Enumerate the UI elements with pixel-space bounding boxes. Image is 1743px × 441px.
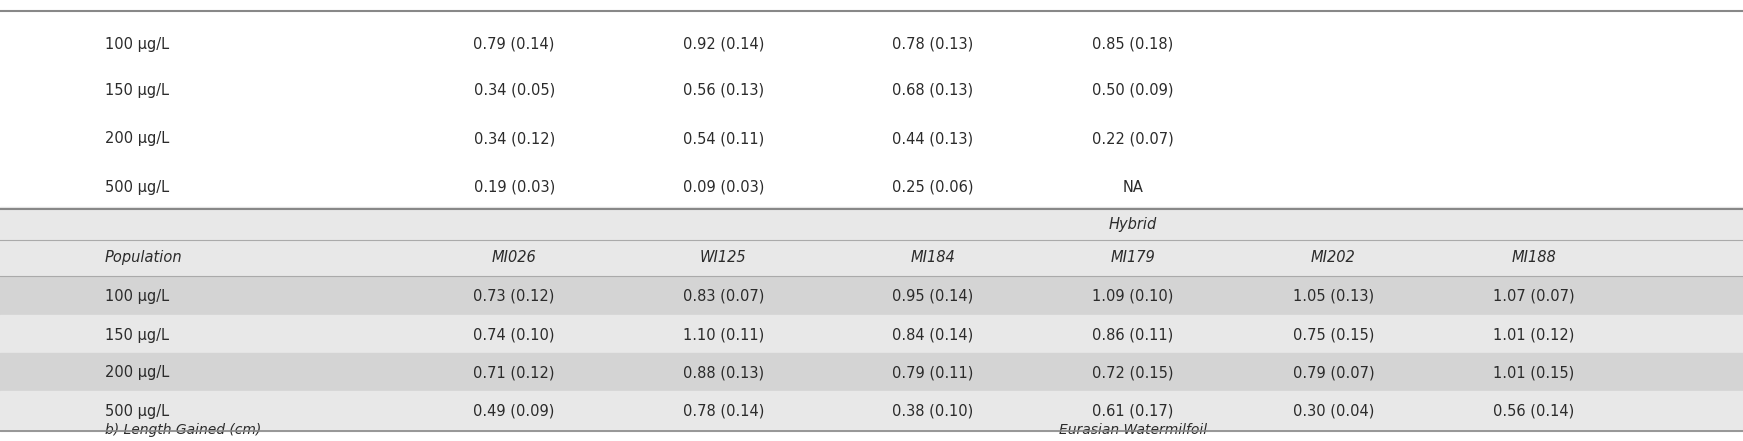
Text: 0.56 (0.13): 0.56 (0.13) (683, 83, 763, 98)
Text: 0.38 (0.10): 0.38 (0.10) (892, 404, 973, 419)
Text: 0.75 (0.15): 0.75 (0.15) (1293, 328, 1373, 343)
Text: 0.79 (0.11): 0.79 (0.11) (892, 365, 973, 380)
Text: 1.09 (0.10): 1.09 (0.10) (1093, 289, 1173, 304)
Text: Eurasian Watermilfoil: Eurasian Watermilfoil (1060, 422, 1206, 437)
Text: 200 μg/L: 200 μg/L (105, 365, 169, 380)
Bar (0, 240, 1743, 276)
Bar (0, 391, 1743, 431)
Text: 0.30 (0.04): 0.30 (0.04) (1293, 404, 1373, 419)
Text: 1.10 (0.11): 1.10 (0.11) (683, 328, 763, 343)
Text: 0.79 (0.07): 0.79 (0.07) (1293, 365, 1373, 380)
Text: MI184: MI184 (910, 250, 955, 265)
Text: 0.25 (0.06): 0.25 (0.06) (892, 180, 973, 195)
Text: MI179: MI179 (1110, 250, 1156, 265)
Text: 0.56 (0.14): 0.56 (0.14) (1494, 404, 1574, 419)
Text: 0.83 (0.07): 0.83 (0.07) (683, 289, 763, 304)
Text: 0.92 (0.14): 0.92 (0.14) (683, 37, 763, 52)
Text: 0.09 (0.03): 0.09 (0.03) (683, 180, 763, 195)
Text: 0.44 (0.13): 0.44 (0.13) (892, 131, 973, 146)
Text: 150 μg/L: 150 μg/L (105, 328, 169, 343)
Text: 0.61 (0.17): 0.61 (0.17) (1093, 404, 1173, 419)
Text: Hybrid: Hybrid (1109, 217, 1157, 232)
Bar (0, 315, 1743, 355)
Text: MI188: MI188 (1511, 250, 1556, 265)
Text: 0.86 (0.11): 0.86 (0.11) (1093, 328, 1173, 343)
Text: 0.19 (0.03): 0.19 (0.03) (474, 180, 554, 195)
Text: 0.68 (0.13): 0.68 (0.13) (892, 83, 973, 98)
Bar (0, 119, 1743, 163)
Text: 0.71 (0.12): 0.71 (0.12) (474, 365, 554, 380)
Text: WI125: WI125 (701, 250, 746, 265)
Text: b) Length Gained (cm): b) Length Gained (cm) (105, 422, 261, 437)
Text: 0.22 (0.07): 0.22 (0.07) (1093, 131, 1173, 146)
Text: MI202: MI202 (1311, 250, 1356, 265)
Text: 1.05 (0.13): 1.05 (0.13) (1293, 289, 1373, 304)
Text: 0.78 (0.13): 0.78 (0.13) (892, 37, 973, 52)
Text: 150 μg/L: 150 μg/L (105, 83, 169, 98)
Text: 0.78 (0.14): 0.78 (0.14) (683, 404, 763, 419)
Bar (0, 71, 1743, 115)
Text: 1.01 (0.12): 1.01 (0.12) (1494, 328, 1574, 343)
Text: 0.54 (0.11): 0.54 (0.11) (683, 131, 763, 146)
Text: 0.49 (0.09): 0.49 (0.09) (474, 404, 554, 419)
Text: 0.74 (0.10): 0.74 (0.10) (474, 328, 554, 343)
Text: 200 μg/L: 200 μg/L (105, 131, 169, 146)
Text: 0.95 (0.14): 0.95 (0.14) (892, 289, 973, 304)
Text: 0.84 (0.14): 0.84 (0.14) (892, 328, 973, 343)
Bar (0, 277, 1743, 316)
Text: 1.01 (0.15): 1.01 (0.15) (1494, 365, 1574, 380)
Text: 0.73 (0.12): 0.73 (0.12) (474, 289, 554, 304)
Text: 1.07 (0.07): 1.07 (0.07) (1494, 289, 1574, 304)
Text: 0.88 (0.13): 0.88 (0.13) (683, 365, 763, 380)
Text: 500 μg/L: 500 μg/L (105, 404, 169, 419)
Bar (0, 353, 1743, 392)
Text: MI026: MI026 (492, 250, 537, 265)
Text: 0.72 (0.15): 0.72 (0.15) (1093, 365, 1173, 380)
Bar (0, 207, 1743, 240)
Text: 100 μg/L: 100 μg/L (105, 289, 169, 304)
Text: 0.85 (0.18): 0.85 (0.18) (1093, 37, 1173, 52)
Text: 0.34 (0.05): 0.34 (0.05) (474, 83, 554, 98)
Text: 0.79 (0.14): 0.79 (0.14) (474, 37, 554, 52)
Bar (0, 24, 1743, 68)
Text: 0.34 (0.12): 0.34 (0.12) (474, 131, 554, 146)
Text: NA: NA (1122, 180, 1143, 195)
Text: 500 μg/L: 500 μg/L (105, 180, 169, 195)
Text: 0.50 (0.09): 0.50 (0.09) (1093, 83, 1173, 98)
Text: 100 μg/L: 100 μg/L (105, 37, 169, 52)
Text: Population: Population (105, 250, 183, 265)
Bar (0, 168, 1743, 212)
